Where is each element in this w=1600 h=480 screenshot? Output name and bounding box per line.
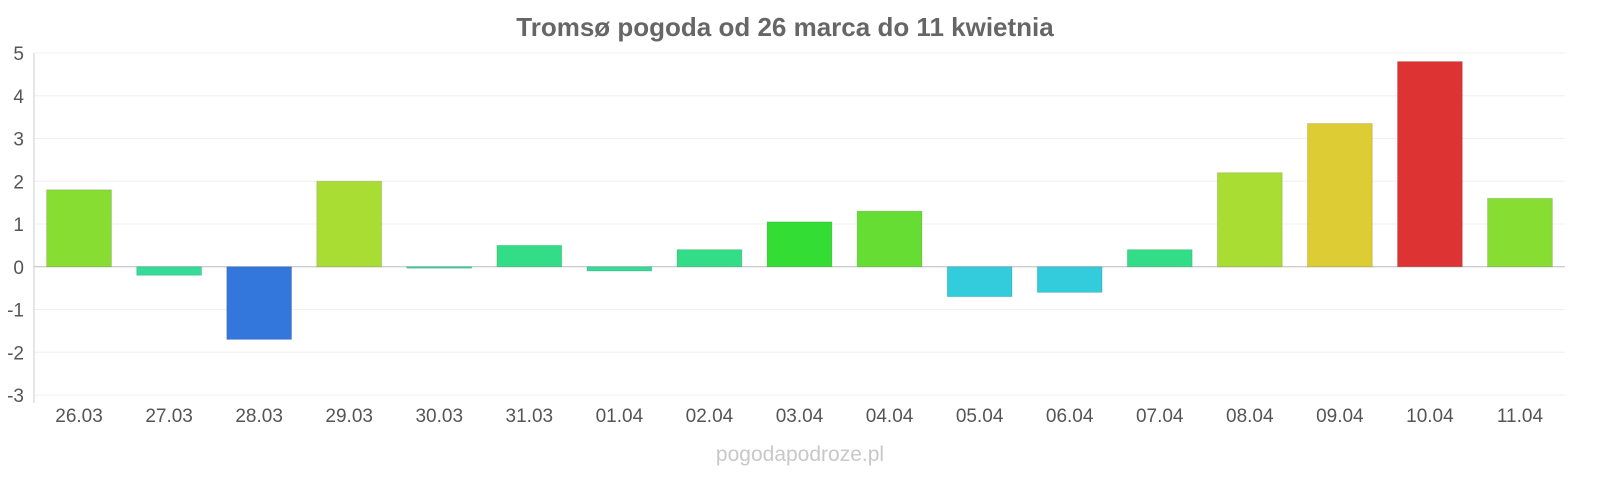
bar-27.03: [136, 266, 203, 276]
x-tick-label: 27.03: [145, 406, 193, 427]
x-tick-label: 01.04: [596, 406, 644, 427]
x-tick-label: 28.03: [235, 406, 283, 427]
watermark-text: pogodapodroze.pl: [716, 443, 884, 466]
bar-31.03: [496, 244, 563, 268]
bar-26.03: [46, 189, 112, 268]
x-tick-label: 06.04: [1046, 406, 1094, 427]
y-tick-label: 0: [13, 258, 24, 279]
y-tick-label: 2: [13, 172, 24, 193]
y-tick-label: -1: [7, 301, 24, 322]
x-tick-label: 05.04: [956, 406, 1004, 427]
x-axis-ticks: 26.03 27.03 28.03 29.03 30.03 31.03 01.04 02.04…: [55, 406, 1543, 427]
y-tick-label: -2: [7, 343, 24, 364]
bar-28.03: [226, 266, 293, 340]
x-tick-label: 03.04: [776, 406, 824, 427]
bar-11.04: [1487, 197, 1553, 268]
y-tick-label: 1: [13, 215, 24, 236]
x-tick-label: 04.04: [866, 406, 914, 427]
y-tick-label: 3: [13, 130, 24, 151]
y-axis-ticks: -3 -2 -1 0 1 2 3 4 5: [7, 44, 24, 407]
y-tick-label: 5: [13, 44, 24, 65]
bar-01.04: [586, 266, 653, 272]
bar-08.04: [1216, 172, 1283, 268]
bar-06.04: [1036, 266, 1103, 293]
x-tick-label: 11.04: [1497, 406, 1544, 427]
bar-03.04: [766, 221, 833, 268]
y-tick-label: -3: [7, 386, 24, 407]
bar-05.04: [946, 266, 1013, 298]
bar-07.04: [1126, 249, 1193, 268]
x-tick-label: 29.03: [325, 406, 373, 427]
x-tick-label: 31.03: [506, 406, 554, 427]
bar-29.03: [316, 180, 383, 268]
y-tick-label: 4: [13, 87, 24, 108]
x-tick-label: 09.04: [1316, 406, 1364, 427]
bar-10.04: [1396, 61, 1463, 268]
bars-group: [46, 61, 1553, 340]
bar-02.04: [676, 249, 743, 268]
chart-title: Tromsø pogoda od 26 marca do 11 kwietnia: [516, 12, 1054, 42]
bar-09.04: [1306, 123, 1373, 268]
x-tick-label: 10.04: [1406, 406, 1454, 427]
x-tick-label: 08.04: [1226, 406, 1274, 427]
x-tick-label: 07.04: [1136, 406, 1184, 427]
x-tick-label: 02.04: [686, 406, 734, 427]
x-tick-label: 30.03: [415, 406, 463, 427]
bar-30.03: [406, 266, 473, 269]
x-tick-label: 26.03: [55, 406, 103, 427]
bar-04.04: [856, 210, 923, 268]
